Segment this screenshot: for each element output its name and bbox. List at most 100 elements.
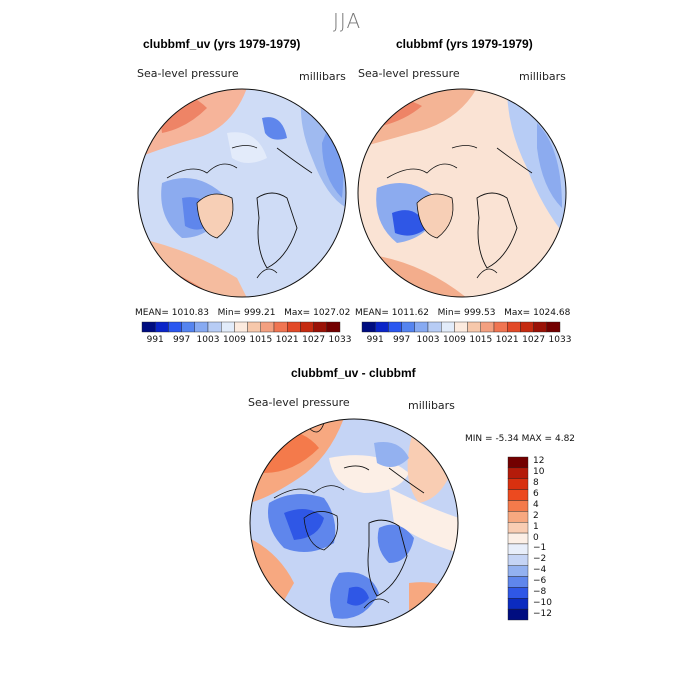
colorbar-swatch bbox=[533, 321, 548, 333]
colorbar-swatch bbox=[506, 321, 521, 333]
colorbar-swatch bbox=[414, 321, 429, 333]
colorbar-label: 6 bbox=[533, 489, 539, 500]
colorbar-swatch bbox=[507, 521, 529, 534]
neutral-region bbox=[227, 132, 267, 163]
colorbar-label: 1015 bbox=[469, 335, 493, 345]
colorbar-swatch bbox=[247, 321, 261, 333]
panel-1-colorbar-labels: 991 997 1003 1009 1015 1021 1027 1033 bbox=[141, 335, 352, 347]
mean-value: 1010.83 bbox=[171, 308, 209, 318]
negative-difference-region bbox=[374, 442, 409, 467]
colorbar-swatch bbox=[374, 321, 389, 333]
colorbar-swatch bbox=[220, 321, 235, 333]
panel-2-units: millibars bbox=[519, 70, 566, 83]
min-value: -5.34 bbox=[495, 434, 519, 444]
map-boundary bbox=[249, 418, 459, 628]
colorbar-swatch bbox=[507, 500, 529, 512]
panel-1-polar-map bbox=[137, 88, 347, 298]
colorbar-swatch bbox=[507, 456, 529, 469]
min-value: 999.21 bbox=[243, 308, 276, 318]
coastline bbox=[166, 145, 313, 279]
colorbar-swatch bbox=[454, 321, 468, 333]
colorbar-swatch bbox=[286, 321, 301, 333]
colorbar-swatch bbox=[194, 321, 209, 333]
difference-colorbar bbox=[507, 456, 529, 621]
colorbar-label: −4 bbox=[533, 565, 547, 576]
colorbar-label: 4 bbox=[533, 499, 539, 510]
negative-difference-core bbox=[284, 509, 324, 540]
colorbar-label: 1021 bbox=[275, 335, 299, 345]
colorbar-label: 991 bbox=[146, 335, 164, 345]
colorbar-swatch bbox=[300, 321, 314, 333]
max-label: MAX = bbox=[521, 434, 553, 444]
colorbar-label: −12 bbox=[533, 608, 552, 619]
colorbar-swatch bbox=[507, 489, 529, 501]
mean-label: MEAN= bbox=[355, 308, 389, 318]
colorbar-label: −10 bbox=[533, 597, 552, 608]
colorbar-swatch bbox=[181, 321, 195, 333]
difference-colorbar-labels: 12 10 8 6 4 2 1 0 −1 −2 −4 −6 −8 −10 −12 bbox=[533, 456, 573, 621]
low-pressure-core bbox=[537, 123, 562, 208]
panel-1-stats: MEAN= 1010.83 Min= 999.21 Max= 1027.02 bbox=[135, 308, 350, 318]
map-boundary bbox=[137, 88, 347, 298]
difference-title: clubbmf_uv - clubbmf bbox=[291, 366, 416, 380]
coastline bbox=[367, 519, 408, 597]
colorbar-label: 997 bbox=[393, 335, 411, 345]
max-label: Max= bbox=[504, 308, 531, 318]
colorbar-label: −2 bbox=[533, 554, 547, 565]
colorbar-label: 0 bbox=[533, 532, 539, 543]
max-label: Max= bbox=[284, 308, 311, 318]
colorbar-swatch bbox=[493, 321, 508, 333]
panel-2-colorbar-labels: 991 997 1003 1009 1015 1021 1027 1033 bbox=[361, 335, 572, 347]
panel-2-stats: MEAN= 1011.62 Min= 999.53 Max= 1024.68 bbox=[355, 308, 570, 318]
low-pressure-core bbox=[262, 117, 287, 140]
coastline bbox=[273, 422, 425, 609]
map-boundary bbox=[357, 88, 567, 298]
min-value: 999.53 bbox=[463, 308, 496, 318]
neutral-region bbox=[389, 488, 458, 553]
negative-difference-region bbox=[377, 524, 414, 563]
max-value: 4.82 bbox=[554, 434, 576, 444]
colorbar-swatch bbox=[507, 543, 529, 556]
panel-1-units: millibars bbox=[299, 70, 346, 83]
colorbar-label: 1 bbox=[533, 521, 539, 532]
difference-variable: Sea-level pressure bbox=[248, 396, 350, 409]
colorbar-swatch bbox=[273, 321, 288, 333]
colorbar-swatch bbox=[507, 554, 529, 566]
colorbar-label: 1027 bbox=[522, 335, 546, 345]
panel-2-polar-map bbox=[357, 88, 567, 298]
colorbar-swatch bbox=[507, 598, 529, 610]
colorbar-swatch bbox=[507, 565, 529, 577]
greenland-outline bbox=[303, 511, 339, 551]
coastline bbox=[386, 145, 533, 279]
mean-value: 1011.62 bbox=[391, 308, 429, 318]
colorbar-swatch bbox=[401, 321, 415, 333]
colorbar-swatch bbox=[207, 321, 222, 333]
colorbar-swatch bbox=[141, 321, 156, 333]
colorbar-swatch bbox=[507, 478, 529, 490]
colorbar-swatch bbox=[507, 608, 529, 621]
panel-2-variable: Sea-level pressure bbox=[358, 67, 460, 80]
colorbar-label: −8 bbox=[533, 586, 547, 597]
panel-2-title: clubbmf (yrs 1979-1979) bbox=[396, 37, 533, 51]
colorbar-label: 1033 bbox=[328, 335, 352, 345]
colorbar-label: 997 bbox=[173, 335, 191, 345]
max-value: 1027.02 bbox=[313, 308, 351, 318]
difference-polar-map bbox=[249, 418, 459, 628]
colorbar-swatch bbox=[520, 321, 534, 333]
colorbar-swatch bbox=[546, 321, 561, 333]
colorbar-swatch bbox=[326, 321, 341, 333]
mean-label: MEAN= bbox=[135, 308, 169, 318]
min-label: Min= bbox=[437, 308, 462, 318]
colorbar-swatch bbox=[168, 321, 182, 333]
max-value: 1024.68 bbox=[533, 308, 571, 318]
colorbar-label: −6 bbox=[533, 575, 547, 586]
negative-difference-core bbox=[347, 586, 369, 606]
greenland-outline bbox=[196, 193, 234, 239]
coastline bbox=[476, 192, 518, 269]
colorbar-label: 1015 bbox=[249, 335, 273, 345]
colorbar-swatch bbox=[507, 467, 529, 479]
colorbar-swatch bbox=[234, 321, 248, 333]
panel-1-title: clubbmf_uv (yrs 1979-1979) bbox=[143, 37, 301, 51]
colorbar-label: 1027 bbox=[302, 335, 326, 345]
colorbar-label: 1033 bbox=[548, 335, 572, 345]
